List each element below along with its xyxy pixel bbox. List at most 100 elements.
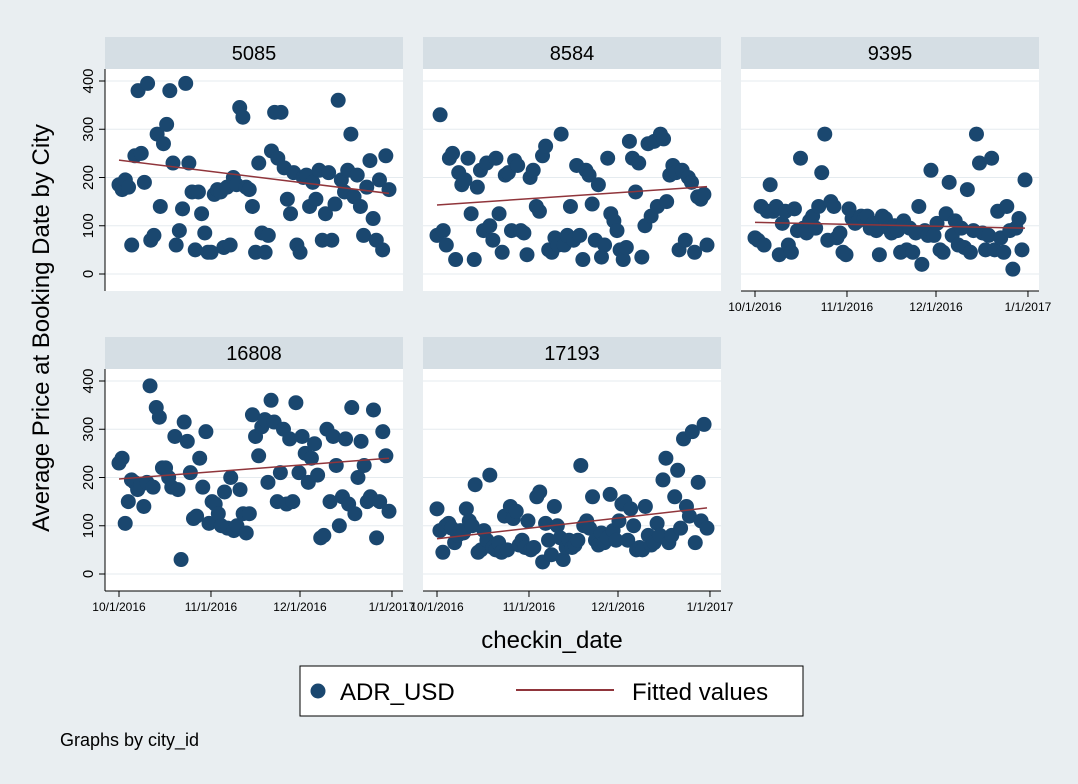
data-point — [429, 501, 445, 517]
data-point — [1005, 261, 1021, 277]
data-point — [469, 179, 485, 195]
y-axis-label: Average Price at Booking Date by City — [28, 124, 55, 532]
data-point — [178, 75, 194, 91]
data-point — [499, 542, 515, 558]
data-point — [371, 172, 387, 188]
legend-label-fitted-values: Fitted values — [632, 679, 768, 706]
data-point — [279, 191, 295, 207]
data-point — [179, 433, 195, 449]
data-point — [260, 474, 276, 490]
data-point — [457, 172, 473, 188]
panel-title: 5085 — [232, 43, 277, 65]
y-tick-label: 300 — [80, 417, 97, 442]
data-point — [756, 237, 772, 253]
data-point — [152, 198, 168, 214]
data-point — [328, 457, 344, 473]
data-point — [464, 518, 480, 534]
data-point — [600, 150, 616, 166]
data-point — [541, 532, 557, 548]
data-point — [194, 206, 210, 222]
data-point — [251, 155, 267, 171]
data-point — [618, 239, 634, 255]
data-point — [670, 462, 686, 478]
data-point — [120, 494, 136, 510]
data-point — [631, 155, 647, 171]
data-point — [356, 227, 372, 243]
data-point — [241, 182, 257, 198]
data-point — [182, 465, 198, 481]
x-tick-label: 1/1/2017 — [1005, 300, 1052, 314]
y-tick-label: 100 — [80, 213, 97, 238]
x-tick-label: 11/1/2016 — [185, 600, 238, 614]
data-point — [699, 237, 715, 253]
x-axis-label: checkin_date — [481, 627, 622, 654]
data-point — [322, 494, 338, 510]
data-point — [273, 104, 289, 120]
data-point — [165, 155, 181, 171]
data-point — [238, 525, 254, 541]
data-point — [288, 395, 304, 411]
data-point — [344, 400, 360, 416]
data-point — [283, 206, 299, 222]
data-point — [117, 515, 133, 531]
panel-16808: 16808 0 100 200 300 400 10/1/2016 11/1/2016 12/1… — [80, 337, 416, 614]
data-point — [222, 237, 238, 253]
data-point — [923, 162, 939, 178]
data-point — [308, 191, 324, 207]
legend: ADR_USD Fitted values — [299, 665, 804, 717]
data-point — [316, 527, 332, 543]
graphs-by-note: Graphs by city_id — [60, 730, 200, 750]
data-point — [626, 518, 642, 534]
data-point — [317, 206, 333, 222]
data-point — [350, 470, 366, 485]
data-point — [488, 150, 504, 166]
data-point — [968, 126, 984, 142]
data-point — [136, 174, 152, 190]
data-point — [971, 155, 987, 171]
data-point — [826, 198, 842, 214]
data-point — [519, 247, 535, 263]
data-point — [327, 196, 343, 212]
data-point — [793, 150, 809, 166]
data-point — [656, 131, 672, 147]
data-point — [244, 407, 260, 423]
data-point — [696, 186, 712, 202]
data-point — [687, 535, 703, 551]
data-point — [941, 174, 957, 190]
data-point — [575, 252, 591, 268]
data-point — [572, 227, 588, 243]
data-point — [146, 227, 162, 243]
data-point — [445, 145, 461, 161]
data-point — [526, 539, 542, 555]
data-point — [683, 174, 699, 190]
data-point — [244, 198, 260, 214]
legend-label-adr-usd: ADR_USD — [340, 679, 455, 706]
data-point — [532, 484, 548, 500]
data-point — [176, 414, 192, 430]
data-point — [525, 162, 541, 178]
data-point — [151, 409, 167, 425]
data-point — [584, 196, 600, 212]
data-point — [621, 133, 637, 149]
data-point — [959, 182, 975, 198]
data-point — [562, 198, 578, 214]
data-point — [190, 184, 206, 200]
data-point — [192, 450, 208, 466]
data-point — [310, 467, 326, 483]
data-point — [620, 532, 636, 548]
data-point — [546, 498, 562, 514]
data-point — [467, 477, 483, 493]
y-tick-label: 0 — [80, 570, 97, 578]
x-tick-label: 12/1/2016 — [909, 300, 963, 314]
data-point — [609, 223, 625, 239]
data-point — [981, 227, 997, 243]
data-point — [590, 177, 606, 193]
data-point — [356, 457, 372, 473]
data-point — [307, 436, 323, 452]
data-point — [435, 223, 451, 239]
fit-line — [118, 457, 390, 480]
data-point — [375, 424, 391, 440]
x-tick-label: 1/1/2017 — [369, 600, 416, 614]
data-point — [195, 479, 211, 495]
data-point — [762, 177, 778, 193]
